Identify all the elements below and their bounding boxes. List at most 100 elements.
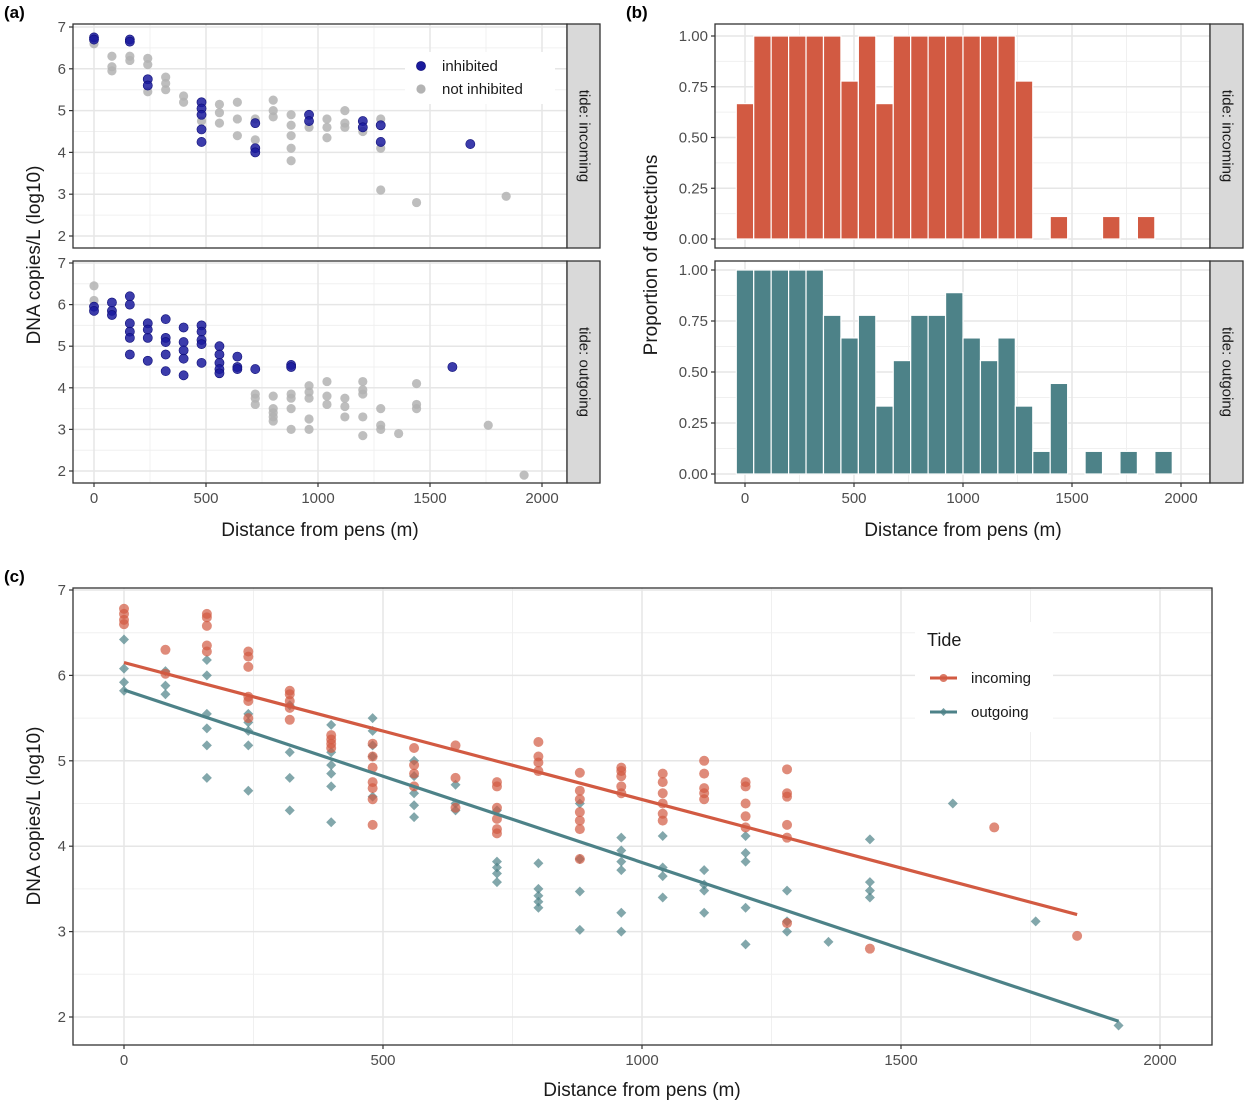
point-not-inhibited	[232, 97, 242, 107]
panel-label-c: (c)	[4, 567, 25, 586]
y-axis-title-a: DNA copies/L (log10)	[24, 166, 45, 345]
point-inhibited	[375, 137, 386, 147]
legend-label: not inhibited	[442, 81, 523, 98]
bar	[875, 102, 894, 240]
point-not-inhibited	[250, 399, 260, 410]
point-not-inhibited	[179, 97, 189, 107]
point-not-inhibited	[286, 424, 296, 434]
point-not-inhibited	[340, 401, 350, 412]
bar	[979, 359, 999, 475]
point-inhibited	[178, 337, 189, 347]
point-not-inhibited	[268, 95, 278, 105]
point-inhibited	[160, 314, 171, 325]
point-inhibited	[465, 139, 476, 149]
x-axis-title-a: Distance from pens (m)	[221, 520, 418, 541]
bar	[840, 80, 859, 240]
bar	[979, 35, 999, 240]
point-incoming	[450, 772, 461, 783]
point-outgoing	[201, 670, 212, 681]
point-outgoing	[326, 719, 337, 730]
bar	[753, 35, 772, 240]
point-inhibited	[124, 349, 135, 360]
y-tick-label: 4	[58, 144, 66, 161]
point-not-inhibited	[376, 424, 386, 434]
legend-key-marker-outgoing	[939, 708, 948, 716]
point-outgoing	[864, 892, 875, 903]
point-not-inhibited	[394, 428, 404, 439]
bar	[1014, 80, 1034, 240]
point-incoming	[243, 713, 254, 724]
point-incoming	[367, 751, 378, 762]
x-tick-label: 1000	[301, 490, 334, 507]
legend-key-marker-incoming	[939, 674, 948, 682]
legend-c: Tide incoming outgoing	[915, 622, 1053, 732]
point-outgoing	[160, 680, 171, 691]
bar	[944, 35, 964, 240]
y-tick-label: 5	[58, 338, 66, 355]
point-inhibited	[447, 362, 458, 372]
panel-c: (c) 2 3 4 5 6 7 0 500 1000 1500 2000 Tide incoming out…	[4, 567, 1213, 1101]
point-incoming	[409, 768, 420, 779]
point-outgoing	[740, 830, 751, 841]
point-outgoing	[616, 865, 627, 876]
point-outgoing	[533, 896, 544, 907]
point-incoming	[491, 828, 502, 839]
legend-title: Tide	[927, 630, 961, 650]
point-not-inhibited	[214, 108, 225, 118]
bar	[892, 359, 912, 475]
point-inhibited	[304, 116, 314, 126]
point-outgoing	[616, 845, 627, 856]
point-incoming	[574, 767, 585, 778]
point-not-inhibited	[483, 420, 493, 430]
point-incoming	[740, 781, 751, 792]
point-not-inhibited	[376, 185, 386, 195]
point-not-inhibited	[358, 376, 368, 387]
point-inhibited	[160, 337, 171, 347]
point-incoming	[657, 788, 668, 799]
bar	[875, 405, 894, 475]
point-incoming	[367, 819, 378, 830]
legend-a: inhibited not inhibited	[405, 52, 555, 104]
point-incoming	[284, 689, 295, 700]
point-inhibited	[250, 118, 261, 129]
point-inhibited	[196, 326, 207, 337]
point-not-inhibited	[161, 85, 171, 95]
point-inhibited	[214, 341, 225, 352]
y-tick-label: 2	[58, 463, 66, 480]
y-tick-label: 7	[58, 19, 66, 36]
point-outgoing	[201, 740, 212, 751]
point-inhibited	[214, 349, 225, 360]
point-outgoing	[450, 779, 461, 790]
point-not-inhibited	[268, 391, 278, 401]
point-not-inhibited	[340, 122, 350, 132]
point-incoming	[574, 824, 585, 835]
y-tick-label: 7	[58, 255, 66, 272]
point-outgoing	[616, 856, 627, 867]
point-inhibited	[286, 362, 297, 372]
point-outgoing	[782, 885, 793, 896]
point-not-inhibited	[125, 55, 135, 66]
point-incoming	[367, 783, 378, 794]
point-incoming	[326, 742, 337, 753]
point-incoming	[1072, 930, 1083, 941]
point-outgoing	[201, 772, 212, 783]
point-outgoing	[864, 877, 875, 888]
point-not-inhibited	[214, 118, 225, 128]
point-inhibited	[196, 137, 207, 147]
point-inhibited	[142, 332, 153, 343]
bar	[822, 35, 842, 240]
point-outgoing	[1113, 1020, 1124, 1031]
point-inhibited	[178, 345, 189, 356]
y-tick-label: 0.00	[679, 231, 708, 248]
point-not-inhibited	[89, 281, 99, 291]
bar	[927, 314, 947, 475]
point-inhibited	[178, 353, 189, 364]
point-inhibited	[89, 305, 99, 316]
point-not-inhibited	[322, 399, 332, 410]
point-not-inhibited	[286, 143, 296, 153]
x-tick-label: 0	[90, 490, 98, 507]
point-outgoing	[616, 832, 627, 843]
x-tick-label: 0	[120, 1052, 128, 1069]
point-outgoing	[947, 798, 958, 809]
